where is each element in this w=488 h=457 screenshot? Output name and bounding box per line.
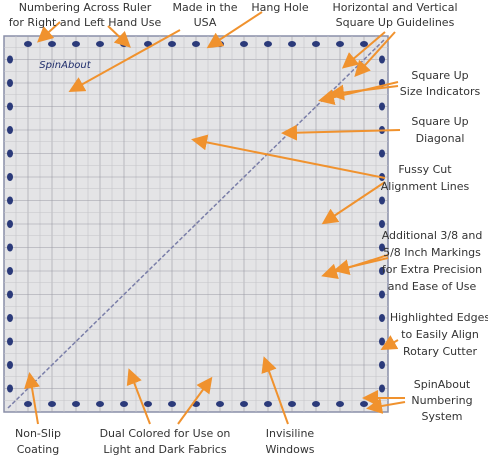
callout-label: USA bbox=[194, 16, 217, 29]
callout-label: to Easily Align bbox=[401, 328, 479, 341]
callout-label: Windows bbox=[265, 443, 314, 456]
callout-label: Rotary Cutter bbox=[403, 345, 478, 358]
callout-label: 5/8 Inch Markings bbox=[383, 246, 481, 259]
number-badge bbox=[96, 41, 104, 47]
callout-label: Square Up bbox=[411, 69, 468, 82]
number-badge bbox=[7, 220, 13, 228]
callout-label: Highlighted Edges bbox=[390, 311, 488, 324]
number-badge bbox=[379, 361, 385, 369]
number-badge bbox=[7, 267, 13, 275]
number-badge bbox=[72, 41, 80, 47]
number-badge bbox=[379, 220, 385, 228]
number-badge bbox=[312, 41, 320, 47]
callout-label: Square Up Guidelines bbox=[336, 16, 455, 29]
arrows bbox=[24, 11, 406, 425]
callout-label: Size Indicators bbox=[400, 85, 481, 98]
number-badge bbox=[379, 102, 385, 111]
number-badge bbox=[7, 149, 13, 158]
callout-label: Hang Hole bbox=[251, 1, 309, 14]
number-badge bbox=[7, 102, 13, 111]
logo: SpinAbout bbox=[39, 60, 91, 71]
callout-label: for Extra Precision bbox=[382, 263, 482, 276]
number-badge bbox=[312, 401, 320, 407]
number-badge bbox=[144, 401, 152, 407]
number-badge bbox=[379, 196, 385, 205]
number-badge bbox=[360, 401, 368, 407]
number-badge bbox=[379, 149, 385, 158]
number-badge bbox=[336, 41, 344, 47]
callout-label: Dual Colored for Use on bbox=[100, 427, 231, 440]
number-badge bbox=[379, 384, 385, 393]
number-badge bbox=[264, 41, 272, 47]
number-badge bbox=[7, 337, 13, 346]
number-badge bbox=[7, 314, 13, 322]
callout-label: Alignment Lines bbox=[381, 180, 470, 193]
number-badge bbox=[7, 126, 13, 134]
number-badge bbox=[144, 41, 152, 47]
callout-label: SpinAbout bbox=[414, 378, 471, 391]
number-badge bbox=[379, 267, 385, 275]
number-badge bbox=[7, 243, 13, 252]
callout-label: Non-Slip bbox=[15, 427, 61, 440]
number-badge bbox=[379, 337, 385, 346]
number-badge bbox=[48, 401, 56, 407]
callout-label: System bbox=[421, 410, 462, 423]
number-badge bbox=[192, 41, 200, 47]
number-badge bbox=[7, 196, 13, 205]
callout-label: Made in the bbox=[172, 1, 237, 14]
callout-label: Numbering Across Ruler bbox=[19, 1, 152, 14]
number-badge bbox=[48, 41, 56, 47]
callout-label: Fussy Cut bbox=[398, 163, 452, 176]
number-badge bbox=[7, 79, 13, 87]
number-badge bbox=[96, 401, 104, 407]
number-badge bbox=[24, 401, 32, 407]
number-badge bbox=[216, 401, 224, 407]
callout-label: Light and Dark Fabrics bbox=[103, 443, 226, 456]
callout-label: for Right and Left Hand Use bbox=[9, 16, 162, 29]
number-badge bbox=[379, 243, 385, 252]
number-badge bbox=[360, 41, 368, 47]
callout-label: Numbering bbox=[411, 394, 472, 407]
callout-label: Horizontal and Vertical bbox=[332, 1, 457, 14]
number-badge bbox=[379, 290, 385, 299]
number-badge bbox=[7, 361, 13, 369]
number-badge bbox=[264, 401, 272, 407]
callout-label: Square Up bbox=[411, 115, 468, 128]
number-badge bbox=[120, 401, 128, 407]
number-badge bbox=[168, 401, 176, 407]
callout-label: Diagonal bbox=[416, 132, 465, 145]
callout-label: Additional 3/8 and bbox=[382, 229, 483, 242]
callout-label: Coating bbox=[17, 443, 59, 456]
number-badge bbox=[379, 314, 385, 322]
number-badge bbox=[240, 401, 248, 407]
number-badge bbox=[7, 173, 13, 181]
number-badge bbox=[288, 41, 296, 47]
number-badge bbox=[7, 55, 13, 64]
number-badge bbox=[288, 401, 296, 407]
number-badge bbox=[7, 290, 13, 299]
callout-label: and Ease of Use bbox=[388, 280, 477, 293]
number-badge bbox=[336, 401, 344, 407]
number-badge bbox=[168, 41, 176, 47]
number-badge bbox=[240, 41, 248, 47]
number-badge bbox=[24, 41, 32, 47]
number-badge bbox=[7, 384, 13, 393]
callout-label: Invisiline bbox=[266, 427, 315, 440]
number-badge bbox=[379, 55, 385, 64]
number-badge bbox=[72, 401, 80, 407]
